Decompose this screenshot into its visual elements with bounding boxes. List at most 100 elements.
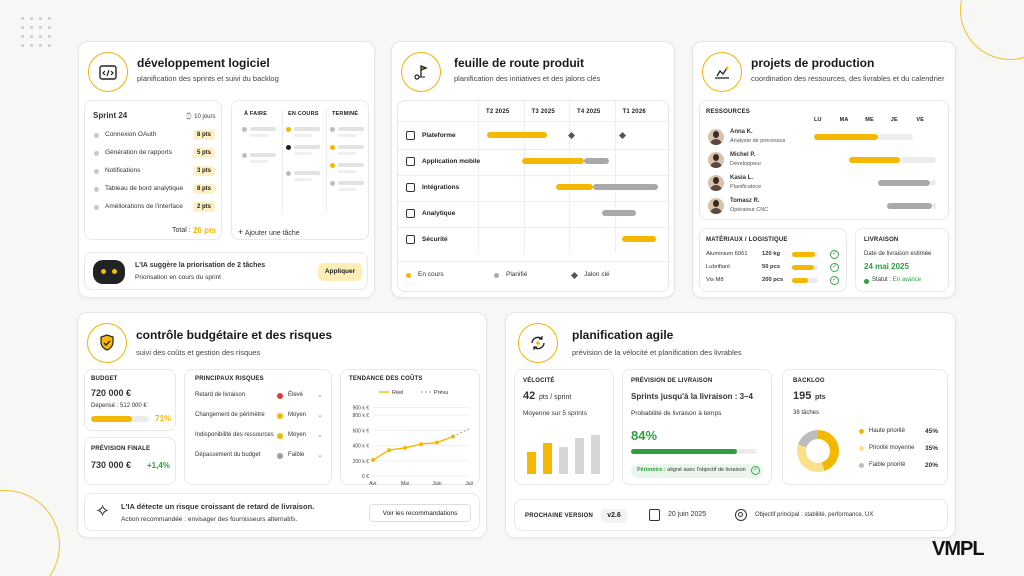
quarter-gridline <box>523 101 525 253</box>
chevron-down-icon[interactable]: ⌄ <box>317 412 323 419</box>
card-title: développement logiciel <box>137 56 270 70</box>
velocity-unit: pts / sprint <box>539 394 572 401</box>
actual-point <box>419 442 423 447</box>
legend-dot <box>859 446 864 451</box>
kanban-card[interactable] <box>294 145 320 149</box>
kanban-card[interactable] <box>338 127 364 131</box>
kanban-card[interactable] <box>338 145 364 149</box>
forecast-panel: PRÉVISION FINALE 730 000 € +1,4% <box>84 437 176 485</box>
kanban-card[interactable] <box>250 153 276 157</box>
avatar <box>708 198 724 214</box>
resource-bar[interactable] <box>814 134 879 140</box>
risk-name: Changement de périmètre <box>195 412 265 418</box>
y-tick-label: 400 k € <box>353 444 370 450</box>
kanban-card[interactable] <box>294 171 320 175</box>
add-task-label: Ajouter une tâche <box>244 230 300 237</box>
code-icon <box>88 52 128 92</box>
kanban-card[interactable] <box>338 181 364 185</box>
kanban-card[interactable] <box>250 127 276 131</box>
risk-name: Retard de livraison <box>195 392 246 398</box>
version-badge: v2.6 <box>601 509 627 523</box>
task-points: 8 pts <box>193 130 215 140</box>
avatar <box>708 129 724 145</box>
resource-bar-track <box>932 203 936 209</box>
production-card: projets de production coordination des r… <box>692 41 956 298</box>
card-title: feuille de route produit <box>454 56 585 70</box>
y-tick-label: 800 k € <box>353 413 370 419</box>
legend-marker <box>494 273 499 278</box>
gantt-bar[interactable] <box>556 184 593 190</box>
day-label: VE <box>916 117 925 123</box>
resource-bar[interactable] <box>878 180 930 186</box>
kanban-card-dot <box>286 145 291 150</box>
cycle-arrows-icon <box>518 323 558 363</box>
day-label: ME <box>865 117 874 123</box>
budget-progress-fill <box>91 416 133 422</box>
legend-marker <box>406 273 411 278</box>
card-title: projets de production <box>751 56 875 70</box>
kanban-card[interactable] <box>294 127 320 131</box>
status-label: Statut : En avance <box>872 277 922 283</box>
lock-icon <box>406 235 415 244</box>
kanban-card-dot <box>242 153 247 158</box>
risk-name: Indisponibilité des ressources <box>195 432 274 438</box>
materials-label: MATÉRIAUX / LOGISTIQUE <box>706 237 788 243</box>
task-points: 8 pts <box>193 184 215 194</box>
chevron-down-icon[interactable]: ⌄ <box>317 392 323 399</box>
kanban-column-header: TERMINÉ <box>332 111 359 117</box>
backlog-tasks: 38 tâches <box>793 410 820 416</box>
kanban-card[interactable] <box>338 163 364 167</box>
check-icon: ✓ <box>830 263 839 272</box>
actual-point <box>371 458 375 463</box>
add-task-button[interactable]: + Ajouter une tâche <box>238 227 300 237</box>
next-release-label: PROCHAINE VERSION <box>525 513 594 519</box>
resource-bar[interactable] <box>887 203 933 209</box>
task-bullet <box>94 187 99 192</box>
velocity-bar <box>575 437 584 474</box>
day-label: JE <box>890 117 898 123</box>
sprint-panel: Sprint 24 ⌚ 10 jours Connexion OAuth 8 pt… <box>84 100 222 240</box>
recommendations-button[interactable]: Voir les recommandations <box>369 504 471 522</box>
velocity-label: VÉLOCITÉ <box>523 378 555 384</box>
person-name: Kasia L. <box>730 175 754 181</box>
roadmap-card: feuille de route produit planification d… <box>391 41 675 298</box>
delivery-est-label: Date de livraison estimée <box>864 251 932 257</box>
donut-slice <box>818 430 839 471</box>
agile-card: planification agile prévision de la vélo… <box>505 312 956 538</box>
task-label: Génération de rapports <box>105 149 172 156</box>
check-icon: ✓ <box>830 276 839 285</box>
ai-suggestion: L'IA suggère la priorisation de 2 tâches… <box>84 252 368 290</box>
quarter-label: T2 2025 <box>486 109 510 115</box>
legend-value: 20% <box>925 462 939 469</box>
kanban-column-header: À FAIRE <box>244 111 268 117</box>
risk-name: Dépassement du budget <box>195 452 261 458</box>
apply-button[interactable]: Appliquer <box>318 263 362 281</box>
chevron-down-icon[interactable]: ⌄ <box>317 432 323 439</box>
quarter-gridline <box>614 101 616 253</box>
circle-decoration-2 <box>960 0 1024 60</box>
card-subtitle: planification des initiatives et des jal… <box>454 74 601 83</box>
gantt-bar[interactable] <box>583 158 610 164</box>
resources-label: RESSOURCES <box>706 109 751 115</box>
gantt-bar[interactable] <box>521 158 584 164</box>
chevron-down-icon[interactable]: ⌄ <box>317 452 323 459</box>
check-icon: ✓ <box>751 466 760 475</box>
y-tick-label: 0 € <box>362 474 369 480</box>
gantt-bar[interactable] <box>601 210 637 216</box>
budget-card: contrôle budgétaire et des risques suivi… <box>77 312 487 538</box>
resource-bar[interactable] <box>848 157 901 163</box>
ai-risk-title: L'IA détecte un risque croissant de reta… <box>121 502 315 511</box>
milestone-diamond[interactable] <box>618 131 626 140</box>
total-value: 26 pts <box>193 226 217 235</box>
gantt-bar[interactable] <box>592 184 659 190</box>
velocity-bar <box>591 434 600 474</box>
gantt-bar[interactable] <box>487 132 548 138</box>
row-divider <box>398 201 670 202</box>
person-name: Tomasz R. <box>730 198 760 204</box>
backlog-donut-chart <box>797 430 839 472</box>
material-name: Vis M8 <box>706 277 724 283</box>
quarter-label: T4 2025 <box>577 109 601 115</box>
material-bar <box>792 252 816 257</box>
robot-icon <box>93 260 125 284</box>
gantt-bar[interactable] <box>621 236 657 242</box>
